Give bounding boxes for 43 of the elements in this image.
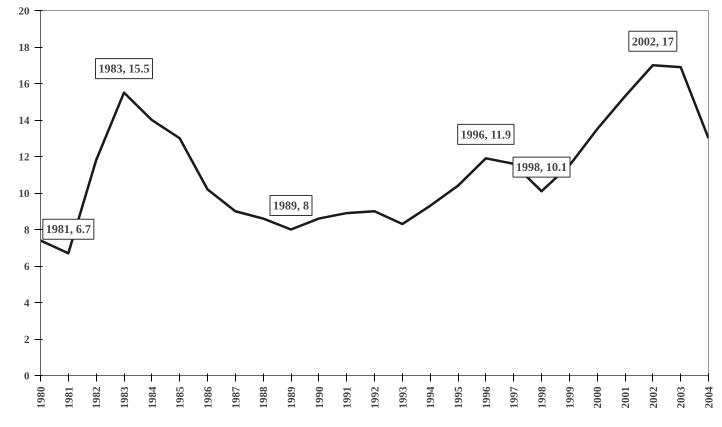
y-tick-label: 6 [24,261,30,273]
x-tick-label: 2004 [704,386,716,408]
x-tick-label: 1995 [453,386,465,408]
annotation: 1981, 6.7 [46,222,91,236]
y-tick-label: 0 [24,370,30,382]
annotation: 1996, 11.9 [460,127,512,142]
annotation: 1983, 15.5 [98,62,150,76]
x-tick-label: 1986 [202,386,214,408]
line-series [40,64,708,254]
y-tick-label: 10 [18,188,30,200]
y-tick-label: 8 [24,224,30,236]
x-tick-label: 1993 [397,386,410,408]
y-tick-label: 4 [24,298,30,310]
annotation: 2002, 17 [632,34,674,48]
annotation: 1989, 8 [273,198,309,212]
y-tick-label: 14 [18,115,30,127]
x-tick-label: 1987 [230,386,242,408]
x-tick-label: 2003 [676,386,688,408]
x-tick-label: 1989 [286,386,298,408]
x-tick-label: 1983 [119,386,131,408]
x-tick-label: 1990 [314,386,326,408]
y-tick-label: 18 [18,42,30,54]
y-tick-label: 16 [18,78,30,90]
x-tick-label: 2002 [648,386,660,408]
x-tick-label: 1999 [564,386,576,408]
x-tick-label: 1988 [258,386,270,408]
annotation: 1998, 10.1 [516,160,567,174]
x-tick-label: 1980 [36,386,48,408]
x-tick-label: 1991 [342,386,354,408]
y-tick-label: 2 [24,334,30,346]
x-tick-label: 1982 [91,386,104,408]
x-tick-label: 2000 [592,386,604,408]
x-tick-label: 2001 [620,386,632,408]
x-tick-label: 1992 [370,386,382,408]
x-tick-label: 1997 [508,386,521,408]
y-tick-label: 20 [18,6,30,18]
x-tick-label: 1994 [425,386,438,408]
x-tick-label: 1985 [174,386,187,408]
x-tick-label: 1984 [146,386,159,408]
x-tick-label: 1996 [480,386,493,408]
x-tick-label: 1998 [536,386,548,408]
y-tick-label: 12 [18,152,30,164]
x-tick-label: 1981 [63,386,76,408]
